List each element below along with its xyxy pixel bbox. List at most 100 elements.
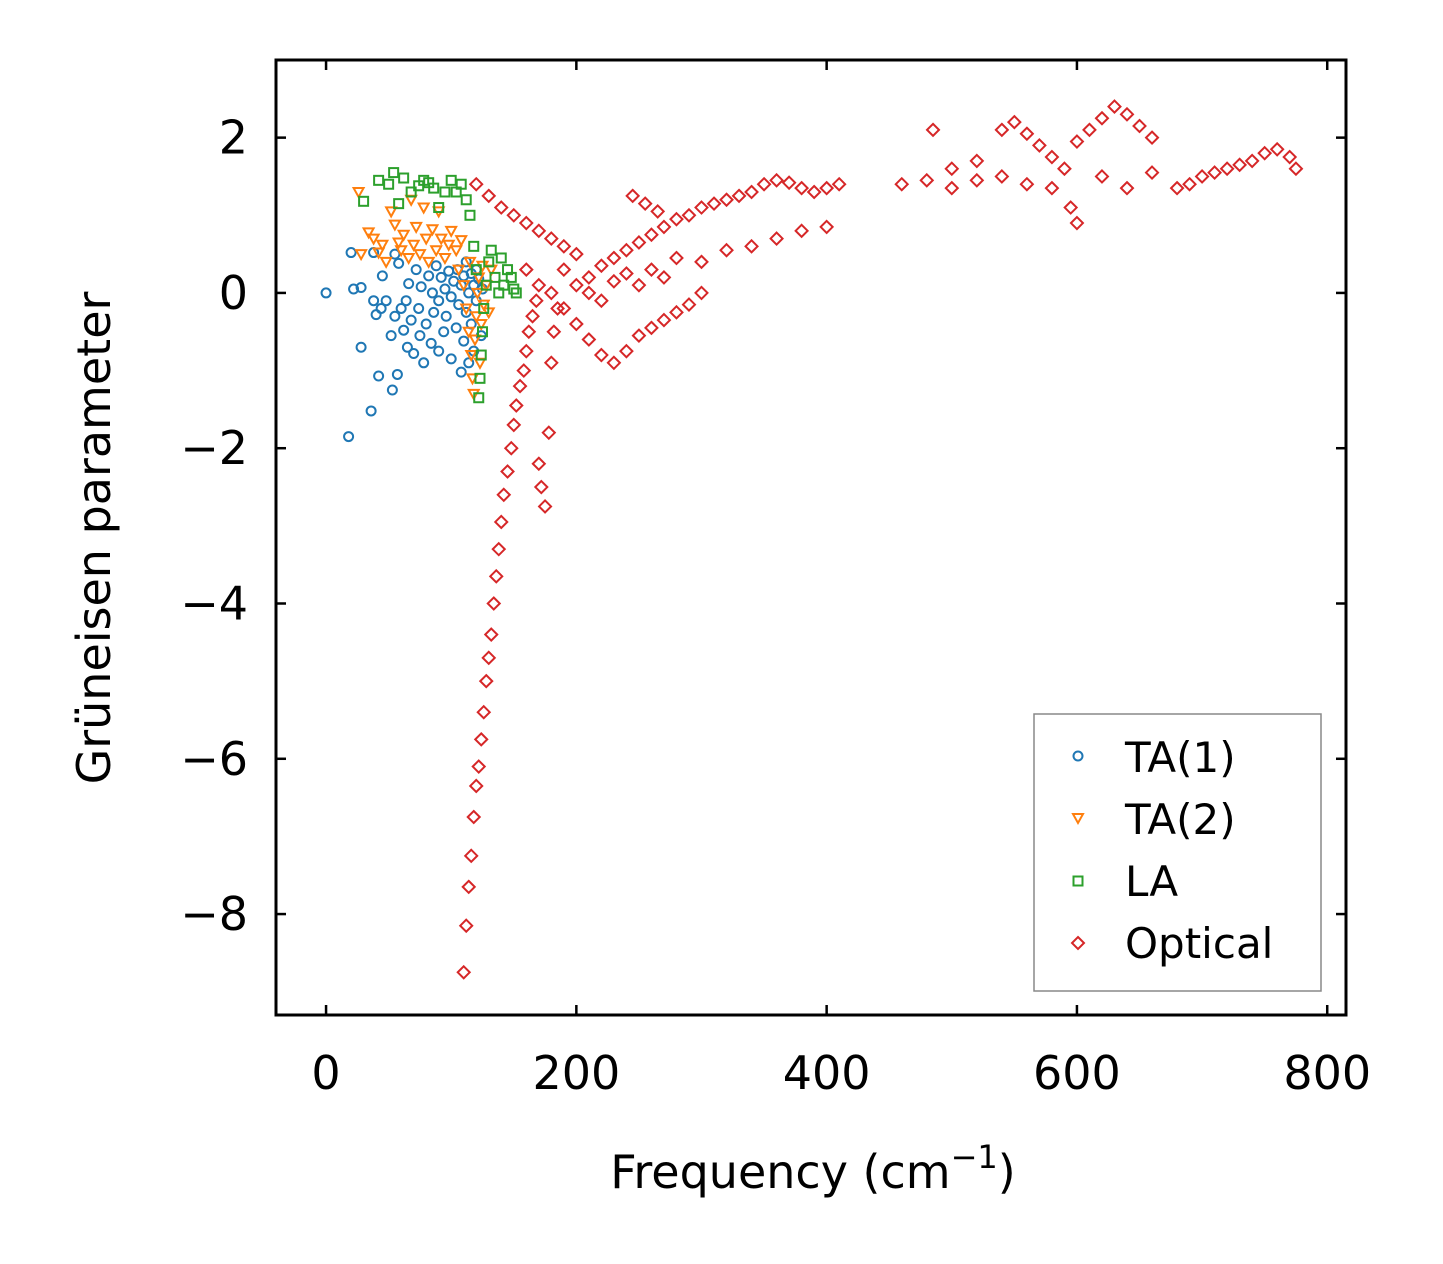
data-point (464, 350, 478, 363)
data-point (371, 247, 386, 260)
data-point (403, 278, 415, 290)
data-point (405, 186, 417, 198)
data-point (512, 378, 528, 394)
x-tick-label: 0 (311, 1046, 340, 1100)
y-tick-label: −6 (180, 732, 248, 786)
x-tick-label: 400 (783, 1046, 871, 1100)
data-point (463, 287, 475, 299)
legend-marker-ta2 (1071, 813, 1085, 826)
data-point (543, 355, 559, 371)
data-point (593, 347, 609, 363)
data-point (518, 343, 534, 359)
data-point (476, 704, 492, 720)
data-point (531, 223, 547, 239)
data-point (644, 320, 659, 336)
data-point (444, 225, 458, 238)
data-point (694, 200, 709, 215)
data-point (361, 227, 376, 240)
data-point (401, 341, 413, 353)
x-tick-label: 200 (532, 1046, 620, 1100)
data-point (606, 273, 622, 289)
data-point (625, 188, 641, 204)
data-point (568, 277, 584, 293)
data-point (681, 207, 697, 223)
data-point (1044, 149, 1060, 165)
data-point (439, 283, 451, 295)
data-point (944, 180, 960, 196)
x-tick-label: 800 (1283, 1046, 1371, 1100)
data-point (457, 280, 471, 293)
data-point (1144, 165, 1160, 180)
legend-marker-ta1 (1072, 750, 1084, 762)
data-point (449, 245, 463, 258)
data-point (419, 233, 433, 246)
legend-entry-optical: Optical (1070, 919, 1273, 968)
data-point (379, 256, 393, 269)
data-point (543, 231, 559, 246)
data-point (669, 304, 684, 320)
data-point (969, 172, 985, 188)
data-point (420, 318, 432, 330)
plot-frame (274, 58, 1348, 1017)
data-point (450, 322, 462, 334)
data-point (525, 308, 540, 324)
legend-label-ta1: TA(1) (1124, 733, 1236, 782)
data-point (385, 330, 397, 342)
data-point (421, 256, 436, 269)
data-point (365, 405, 377, 417)
data-point (1082, 122, 1097, 138)
data-point (606, 250, 622, 266)
data-point (463, 256, 477, 269)
data-point (531, 277, 547, 293)
data-point (1057, 161, 1072, 177)
data-point (719, 242, 734, 258)
data-point (550, 301, 565, 316)
data-point (394, 245, 408, 258)
data-point (428, 306, 440, 318)
data-point (495, 252, 507, 264)
data-point (458, 335, 470, 347)
data-point (637, 196, 653, 212)
data-point (445, 174, 457, 186)
data-point (389, 310, 401, 322)
data-point (468, 240, 480, 252)
data-point (618, 343, 634, 359)
data-point (439, 186, 451, 198)
data-point (398, 172, 410, 184)
data-point (434, 233, 448, 246)
data-point (456, 964, 472, 980)
data-point (348, 283, 360, 295)
data-point (568, 246, 584, 262)
data-point (1019, 176, 1035, 192)
data-point (474, 318, 488, 332)
data-point (1094, 110, 1110, 126)
data-point (416, 202, 431, 215)
data-point (541, 425, 557, 441)
data-point (433, 202, 445, 214)
data-point (618, 266, 634, 281)
data-point (694, 254, 709, 270)
data-point (631, 328, 647, 344)
data-point (1119, 106, 1135, 122)
data-point (769, 231, 784, 246)
data-point (320, 287, 332, 299)
data-point (438, 252, 452, 266)
data-point (794, 180, 810, 196)
data-point (556, 301, 572, 316)
data-point (1107, 99, 1122, 114)
data-point (461, 879, 477, 895)
data-point (351, 186, 366, 200)
data-point (483, 627, 499, 642)
data-point (469, 311, 483, 324)
data-point (358, 195, 370, 207)
data-point (355, 281, 367, 293)
data-point (474, 372, 486, 384)
data-point (455, 366, 467, 378)
data-point (425, 224, 440, 237)
data-point (498, 279, 510, 291)
data-point (445, 291, 457, 303)
data-point (418, 357, 430, 369)
data-point (518, 262, 534, 278)
data-point (429, 245, 443, 258)
